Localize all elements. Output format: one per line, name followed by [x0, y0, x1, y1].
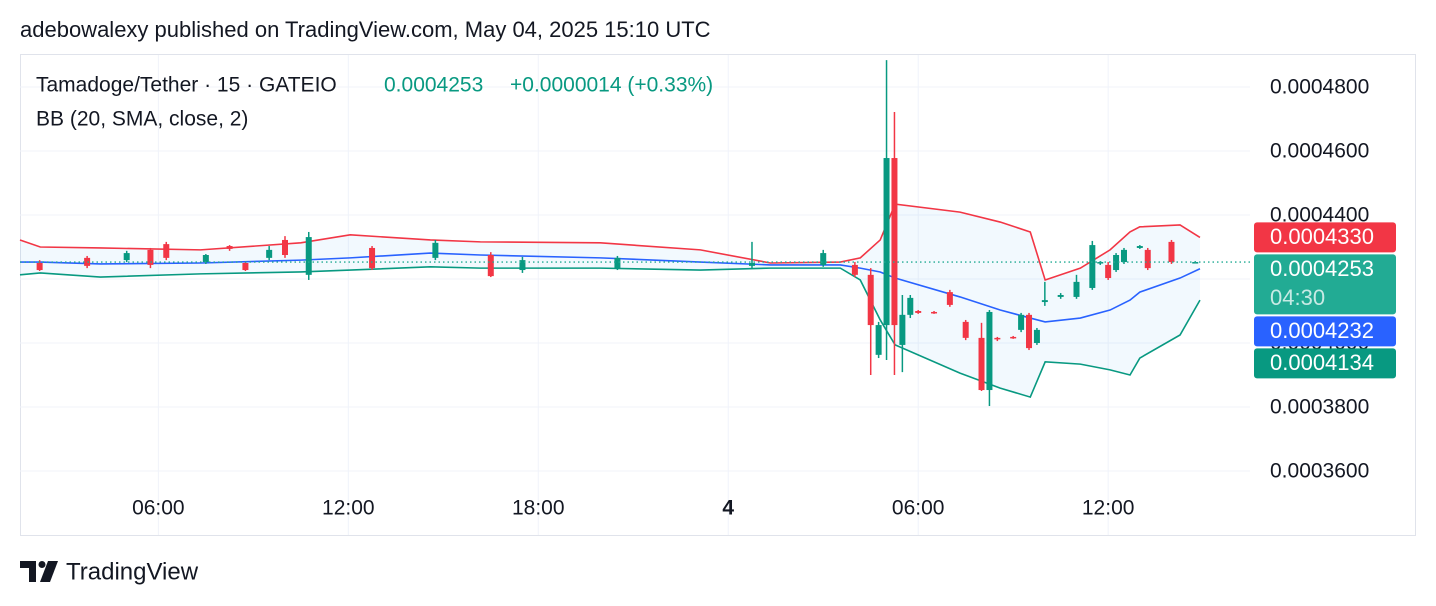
candle-body	[1018, 314, 1025, 330]
candle-body	[978, 337, 985, 391]
price-countdown: 04:30	[1270, 285, 1325, 310]
candle-body	[1073, 281, 1080, 297]
y-tick-label: 0.0004400	[1270, 204, 1369, 227]
candle-body	[163, 244, 170, 258]
last-price: 0.0004253	[384, 74, 483, 97]
candle-body	[123, 253, 130, 261]
price-badges: 0.0004330 0.0004253 04:30 0.0004232 0.000413…	[1254, 222, 1396, 379]
x-tick-label: 06:00	[892, 497, 945, 520]
candle-body	[1105, 264, 1112, 279]
logo-mark	[40, 561, 58, 582]
candle-body	[1136, 246, 1143, 248]
band-basis	[20, 252, 1201, 323]
candle-body	[36, 263, 43, 271]
candle-body	[883, 158, 890, 326]
candle-body	[266, 249, 273, 258]
y-tick-label: 0.0003800	[1270, 396, 1369, 419]
candle-body	[931, 311, 938, 314]
plot	[19, 60, 1250, 407]
candle-body	[851, 264, 858, 275]
price-badge	[1254, 254, 1396, 315]
x-tick-label: 4	[722, 497, 734, 520]
candle-body	[891, 158, 898, 326]
candle-body	[487, 255, 494, 277]
candle-body	[147, 249, 154, 265]
candle-body	[369, 247, 376, 269]
candle-body	[84, 257, 91, 266]
candle-body	[305, 237, 312, 275]
symbol-title: Tamadoge/Tether · 15 · GATEIO	[36, 74, 337, 97]
candle-body	[1033, 329, 1040, 343]
candle-body	[875, 325, 882, 355]
candle-body	[986, 311, 993, 391]
candle-body	[1010, 336, 1017, 339]
grid	[20, 55, 1250, 535]
x-tick-label: 12:00	[322, 497, 375, 520]
candle-body	[962, 321, 969, 338]
x-tick-label: 18:00	[512, 497, 565, 520]
candle-body	[1057, 295, 1064, 297]
logo-dot	[38, 561, 46, 568]
brand-logo	[20, 561, 58, 582]
candle-body	[1089, 245, 1096, 288]
candle-body	[519, 260, 526, 271]
candle-body	[820, 253, 827, 265]
candle-body	[899, 314, 906, 345]
candle-body	[1120, 249, 1127, 263]
candle-body	[1113, 255, 1120, 271]
candle-body	[1168, 241, 1175, 263]
candle-body	[226, 246, 233, 249]
y-tick-label: 0.0004800	[1270, 76, 1369, 99]
price-badge-label: 0.0004330	[1270, 224, 1374, 249]
candle-body	[1026, 314, 1033, 349]
candle-body	[1097, 262, 1104, 264]
candle-body	[915, 311, 922, 313]
price-badge-label: 0.0004253	[1270, 256, 1374, 281]
price-badge-label: 0.0004134	[1270, 350, 1374, 375]
price-badge	[1254, 316, 1396, 347]
chart-frame	[20, 54, 1416, 536]
logo-mark	[20, 561, 36, 582]
brand-name: TradingView	[66, 558, 199, 585]
candle-body	[432, 242, 439, 258]
price-change: +0.0000014 (+0.33%)	[510, 74, 713, 97]
candle-body	[281, 239, 288, 255]
published-note: adebowalexy published on TradingView.com…	[20, 17, 711, 42]
candle-body	[946, 292, 953, 305]
candle-body	[1144, 249, 1151, 269]
y-tick-label: 0.0004600	[1270, 140, 1369, 163]
y-tick-label: 0.0003600	[1270, 460, 1369, 483]
candle-body	[1192, 262, 1199, 264]
x-tick-label: 12:00	[1082, 497, 1135, 520]
x-tick-label: 06:00	[132, 497, 185, 520]
price-badge-label: 0.0004232	[1270, 318, 1374, 343]
candle-body	[994, 337, 1001, 340]
price-badge	[1254, 348, 1396, 379]
band-upper	[19, 203, 1201, 281]
candle-body	[907, 297, 914, 315]
candle-body	[1041, 300, 1048, 303]
indicator-label: BB (20, SMA, close, 2)	[36, 108, 248, 131]
candle-body	[867, 274, 874, 326]
candle-body	[748, 263, 755, 266]
candle-body	[242, 263, 249, 271]
band-lower	[19, 266, 1201, 399]
price-badge	[1254, 222, 1396, 253]
candle-body	[614, 257, 621, 269]
candle-body	[202, 255, 209, 263]
